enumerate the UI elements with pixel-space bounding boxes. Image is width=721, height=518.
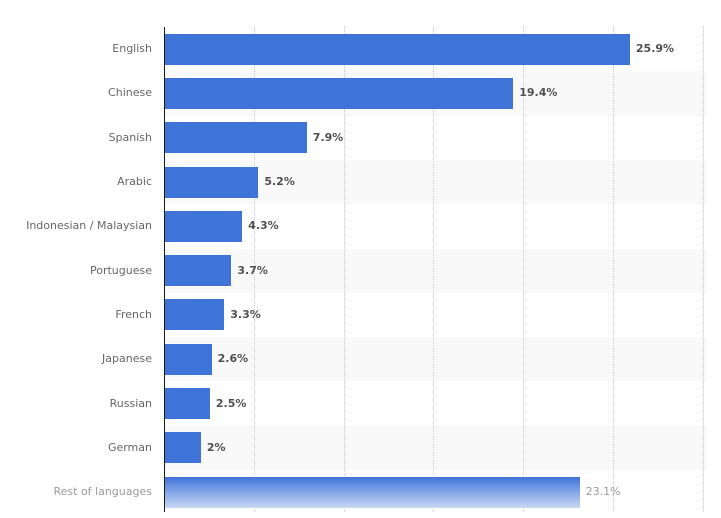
value-label: 2% (206, 440, 226, 454)
value-label: 2.6% (217, 352, 249, 366)
bar[interactable] (165, 432, 201, 464)
bar[interactable] (165, 476, 580, 508)
category-label: Japanese (102, 352, 152, 366)
bar[interactable] (165, 388, 210, 420)
value-label: 23.1% (585, 485, 621, 499)
gridline (433, 27, 435, 512)
category-label: French (115, 307, 152, 321)
category-label: Spanish (108, 130, 152, 144)
bar[interactable] (165, 210, 243, 242)
value-label: 19.4% (519, 86, 558, 100)
value-label: 2.5% (215, 396, 247, 410)
category-label: Arabic (117, 175, 152, 189)
bar[interactable] (165, 122, 307, 154)
category-label: Russian (109, 396, 152, 410)
row-band (164, 425, 707, 470)
gridline (343, 27, 345, 512)
gridline (702, 27, 704, 512)
value-label: 3.7% (237, 263, 268, 277)
value-label: 7.9% (312, 130, 344, 144)
category-label: Chinese (108, 86, 152, 100)
bar[interactable] (165, 299, 225, 331)
value-label: 4.3% (248, 219, 279, 233)
gridline (253, 27, 255, 512)
category-label: German (107, 440, 152, 454)
y-axis-line (164, 27, 165, 512)
bar[interactable] (165, 33, 630, 65)
category-label: Portuguese (90, 263, 152, 277)
category-label: Rest of languages (53, 485, 152, 499)
category-label: Indonesian / Malaysian (26, 219, 152, 233)
value-label: 5.2% (264, 175, 295, 189)
value-label: 25.9% (635, 42, 675, 56)
bar[interactable] (165, 343, 212, 375)
row-band (164, 204, 707, 248)
gridline (612, 27, 614, 512)
bar[interactable] (165, 255, 232, 287)
value-label: 3.3% (230, 307, 261, 321)
category-label: English (112, 42, 152, 56)
gridline (523, 27, 524, 512)
bar[interactable] (165, 77, 514, 109)
bar[interactable] (165, 166, 259, 198)
